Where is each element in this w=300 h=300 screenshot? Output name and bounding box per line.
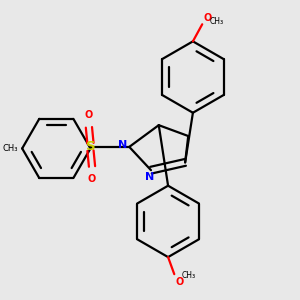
Text: N: N xyxy=(118,140,128,150)
Text: S: S xyxy=(86,140,95,153)
Text: O: O xyxy=(175,277,184,287)
Text: CH₃: CH₃ xyxy=(182,271,196,280)
Text: CH₃: CH₃ xyxy=(210,17,224,26)
Text: O: O xyxy=(204,13,212,23)
Text: N: N xyxy=(145,172,154,182)
Text: O: O xyxy=(88,174,96,184)
Text: CH₃: CH₃ xyxy=(3,144,18,153)
Text: O: O xyxy=(85,110,93,120)
